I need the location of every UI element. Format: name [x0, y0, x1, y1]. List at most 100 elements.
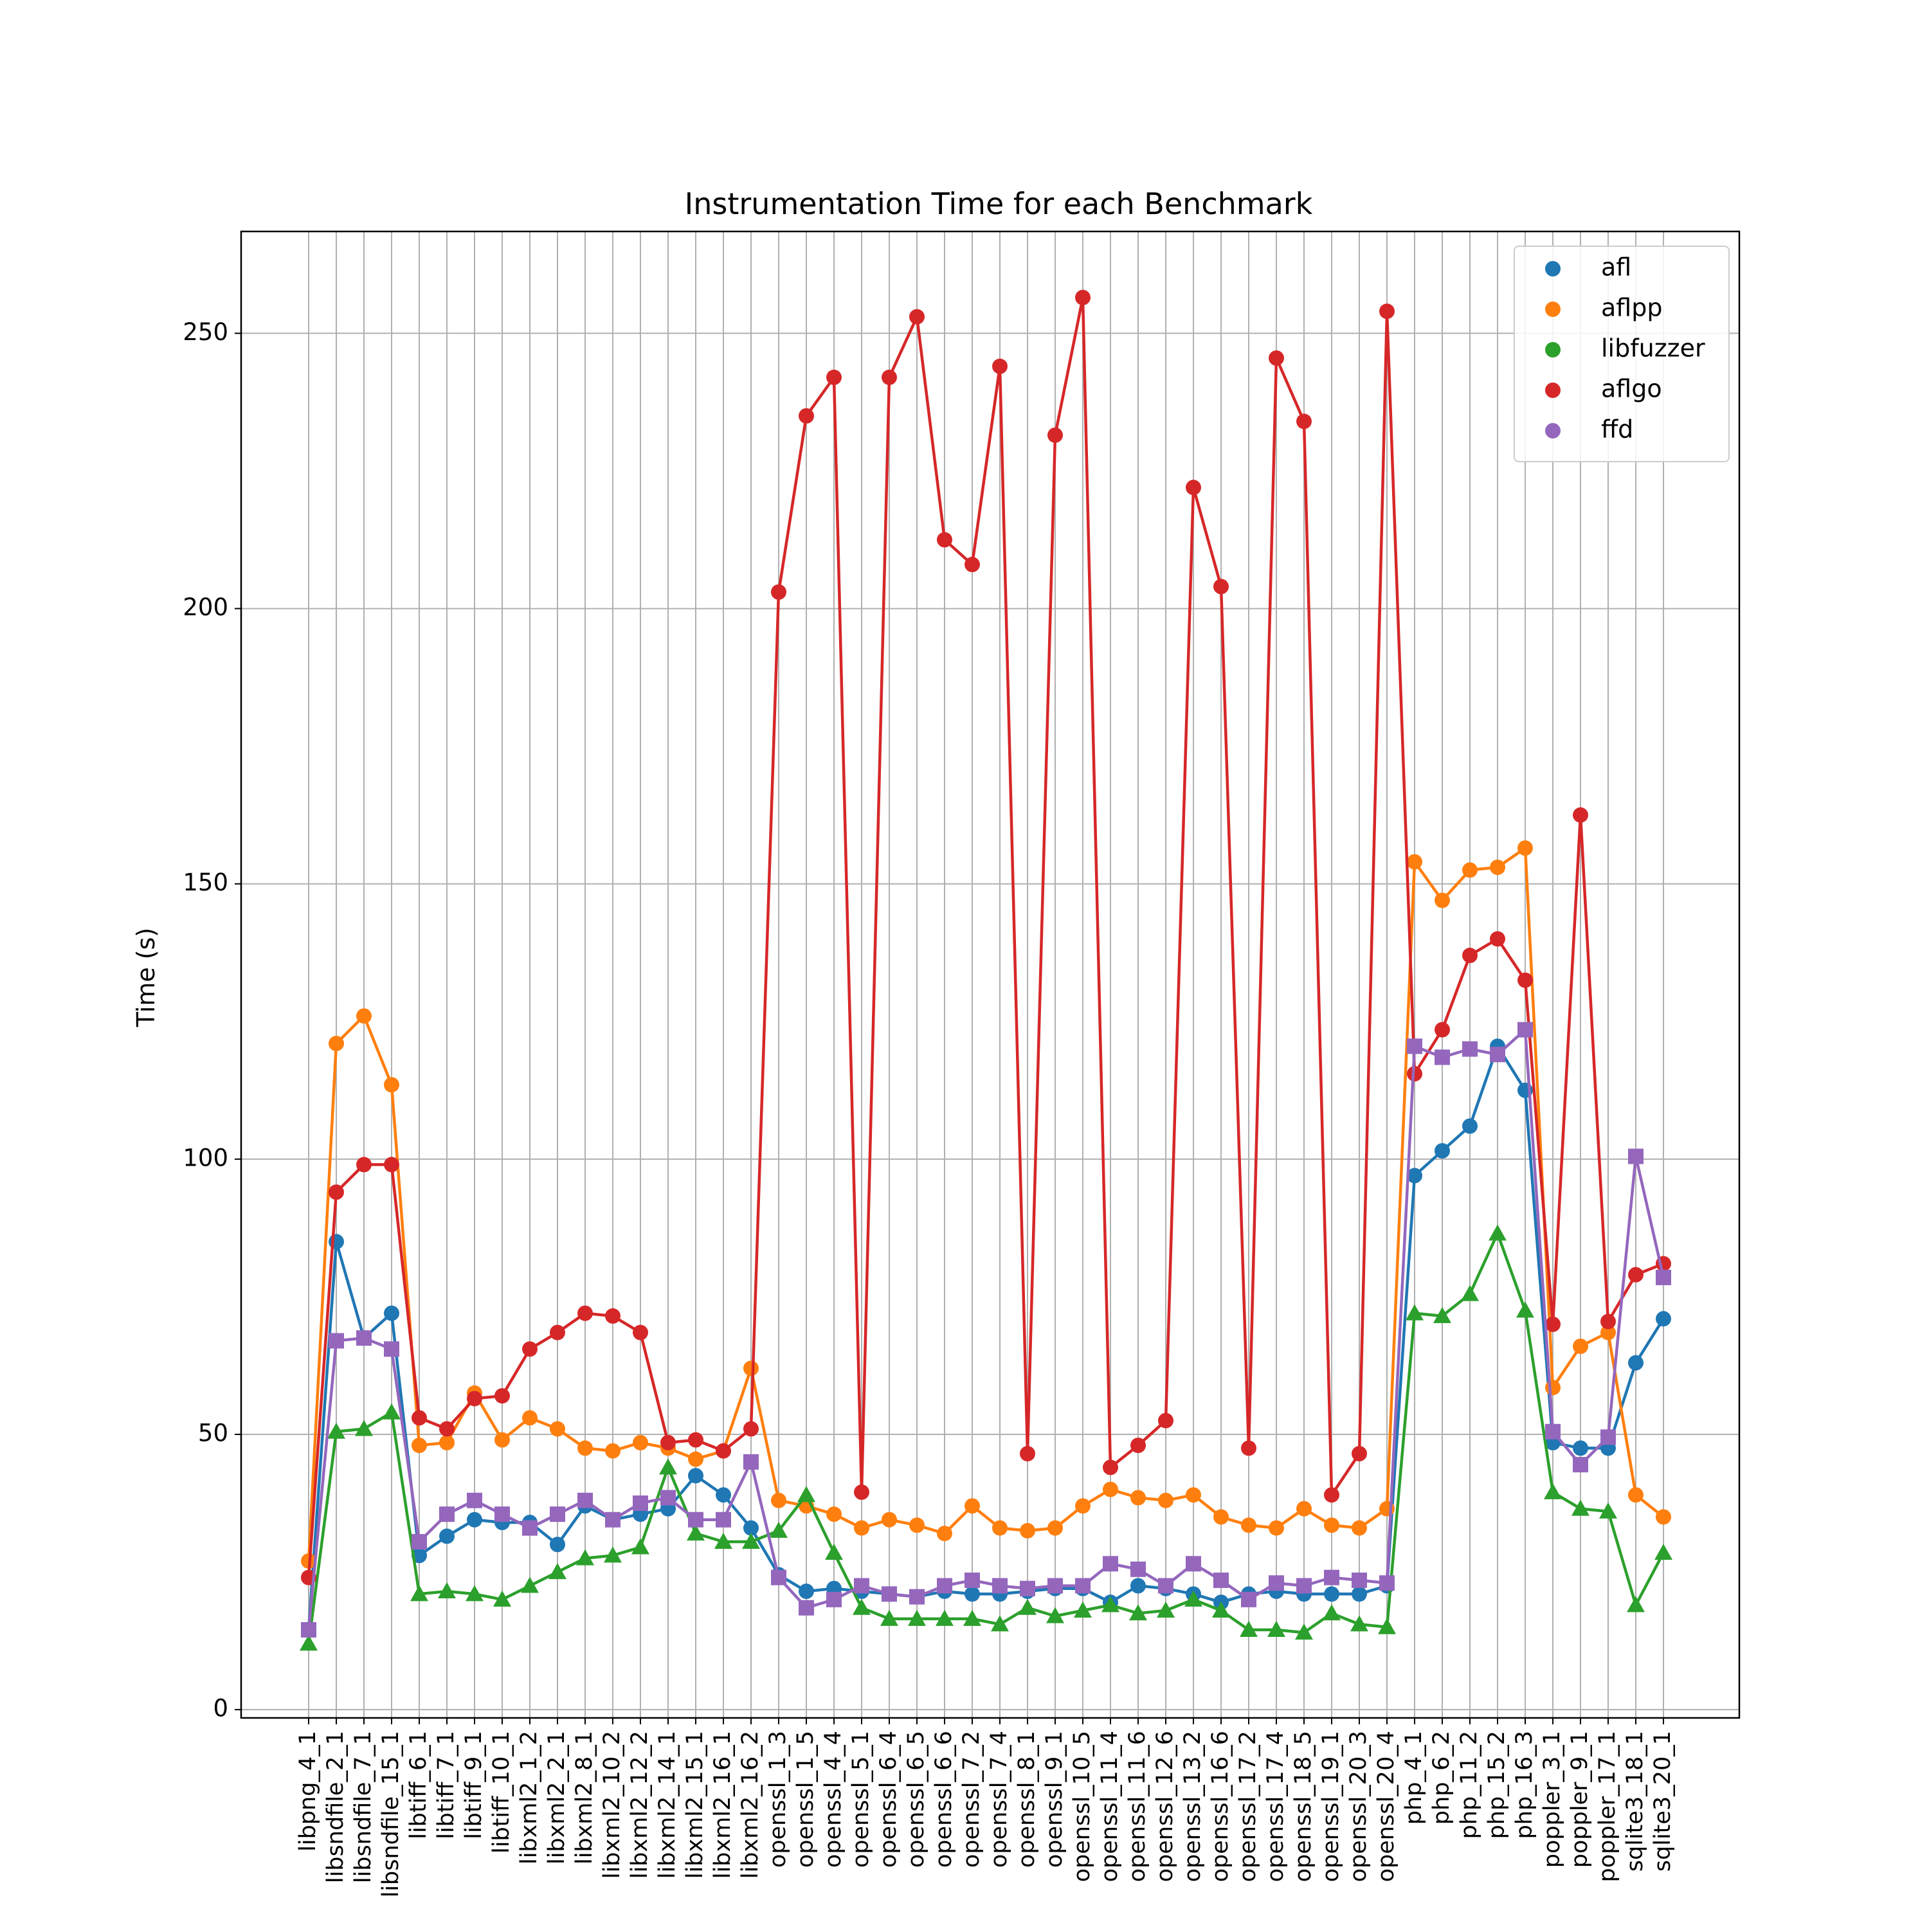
- x-tick-label: openssl_17_4: [1263, 1731, 1289, 1882]
- data-point-aflgo: [826, 369, 842, 385]
- data-point-ffd: [992, 1578, 1008, 1594]
- data-point-aflpp: [1628, 1487, 1644, 1503]
- data-point-ffd: [909, 1589, 925, 1605]
- data-point-ffd: [937, 1578, 952, 1594]
- data-point-ffd: [1103, 1556, 1118, 1572]
- axes: libpng_4_1 libsndfile_2_1 libsndfile_7_1 li…: [183, 318, 1676, 1898]
- x-tick-label: openssl_6_4: [876, 1731, 901, 1868]
- legend-label-aflpp: aflpp: [1601, 294, 1662, 322]
- y-tick-label: 200: [183, 593, 228, 621]
- data-point-aflpp: [412, 1438, 427, 1454]
- data-point-aflgo: [660, 1434, 676, 1450]
- data-point-aflgo: [1517, 972, 1533, 988]
- x-tick-label: openssl_10_5: [1069, 1731, 1095, 1882]
- x-tick-label: openssl_4_4: [820, 1731, 846, 1868]
- data-point-libfuzzer: [548, 1563, 566, 1580]
- data-point-aflgo: [412, 1410, 427, 1426]
- data-point-afl: [1352, 1586, 1367, 1602]
- data-point-aflpp: [577, 1440, 593, 1456]
- data-point-aflgo: [356, 1157, 372, 1173]
- data-point-ffd: [688, 1512, 703, 1528]
- data-point-ffd: [522, 1520, 538, 1536]
- legend-label-libfuzzer: libfuzzer: [1601, 334, 1705, 363]
- data-point-libfuzzer: [1101, 1596, 1119, 1612]
- data-point-ffd: [1296, 1578, 1312, 1594]
- data-point-aflpp: [1296, 1501, 1312, 1517]
- data-point-aflpp: [1241, 1517, 1256, 1533]
- y-tick-label: 150: [183, 869, 228, 896]
- data-point-aflpp: [826, 1506, 842, 1522]
- data-point-aflgo: [1545, 1316, 1561, 1332]
- data-point-ffd: [329, 1333, 344, 1349]
- data-point-aflpp: [1158, 1492, 1173, 1508]
- x-tick-label: libxml2_1_2: [516, 1731, 542, 1864]
- data-point-aflgo: [329, 1184, 344, 1200]
- data-point-aflgo: [688, 1432, 703, 1448]
- data-point-libfuzzer: [383, 1403, 401, 1420]
- data-point-ffd: [384, 1341, 399, 1357]
- data-point-ffd: [1352, 1572, 1367, 1588]
- data-point-ffd: [1490, 1047, 1505, 1063]
- data-point-aflgo: [577, 1305, 593, 1321]
- data-point-ffd: [1517, 1022, 1533, 1038]
- data-point-aflpp: [964, 1498, 980, 1514]
- x-tick-label: libtiff_7_1: [433, 1731, 459, 1839]
- data-point-ffd: [1130, 1561, 1146, 1577]
- data-point-aflpp: [1186, 1487, 1201, 1503]
- data-point-libfuzzer: [1627, 1596, 1645, 1612]
- legend-item-libfuzzer[interactable]: libfuzzer: [1545, 334, 1705, 363]
- data-point-aflpp: [1573, 1339, 1588, 1354]
- data-point-aflgo: [716, 1443, 731, 1459]
- data-point-aflpp: [494, 1432, 510, 1448]
- legend[interactable]: afl aflpp libfuzzer aflgo ffd: [1514, 246, 1730, 462]
- y-tick-label: 0: [213, 1695, 228, 1722]
- x-tick-label: openssl_13_2: [1180, 1731, 1206, 1882]
- legend-item-aflgo[interactable]: aflgo: [1545, 375, 1662, 403]
- data-point-afl: [439, 1528, 455, 1544]
- data-point-libfuzzer: [825, 1544, 843, 1560]
- legend-item-ffd[interactable]: ffd: [1545, 415, 1633, 444]
- data-point-ffd: [716, 1512, 731, 1528]
- data-point-aflpp: [1656, 1509, 1671, 1525]
- x-tick-label: libsndfile_2_1: [323, 1731, 349, 1883]
- data-point-aflgo: [1047, 427, 1063, 443]
- data-point-libfuzzer: [410, 1585, 428, 1602]
- series-aflgo: [301, 289, 1671, 1585]
- plot-frame: [240, 230, 1741, 1719]
- legend-item-aflpp[interactable]: aflpp: [1545, 294, 1662, 322]
- data-point-aflgo: [633, 1324, 648, 1341]
- data-point-ffd: [1656, 1269, 1671, 1285]
- data-point-aflgo: [771, 584, 786, 600]
- data-point-aflgo: [799, 408, 814, 424]
- data-point-libfuzzer: [991, 1615, 1009, 1632]
- x-tick-label: openssl_11_4: [1097, 1731, 1123, 1882]
- data-point-ffd: [1435, 1049, 1450, 1065]
- data-point-aflpp: [1020, 1522, 1035, 1539]
- data-point-aflpp: [1407, 854, 1422, 870]
- data-point-aflpp: [1103, 1481, 1118, 1497]
- data-point-libfuzzer: [631, 1538, 649, 1555]
- data-point-libfuzzer: [1516, 1301, 1534, 1318]
- data-point-libfuzzer: [687, 1524, 705, 1541]
- data-point-aflpp: [771, 1492, 786, 1508]
- legend-label-aflgo: aflgo: [1601, 375, 1662, 403]
- data-point-ffd: [743, 1454, 759, 1470]
- data-point-libfuzzer: [742, 1532, 760, 1549]
- legend-item-afl[interactable]: afl: [1545, 253, 1631, 282]
- data-point-afl: [1407, 1168, 1422, 1184]
- x-tick-label: libpng_4_1: [295, 1731, 321, 1852]
- data-point-ffd: [771, 1569, 786, 1585]
- data-point-aflpp: [605, 1443, 620, 1459]
- data-point-libfuzzer: [770, 1521, 788, 1538]
- data-point-libfuzzer: [714, 1532, 732, 1549]
- x-tick-label: poppler_3_1: [1539, 1731, 1565, 1868]
- data-point-aflpp: [1517, 840, 1533, 856]
- data-point-libfuzzer: [1074, 1602, 1092, 1618]
- data-point-aflgo: [1103, 1459, 1118, 1476]
- x-tick-label: libxml2_8_1: [572, 1731, 597, 1864]
- legend-marker-libfuzzer: [1545, 342, 1561, 357]
- series-libfuzzer: [300, 1224, 1672, 1651]
- data-point-afl: [743, 1520, 759, 1536]
- data-point-libfuzzer: [797, 1486, 815, 1503]
